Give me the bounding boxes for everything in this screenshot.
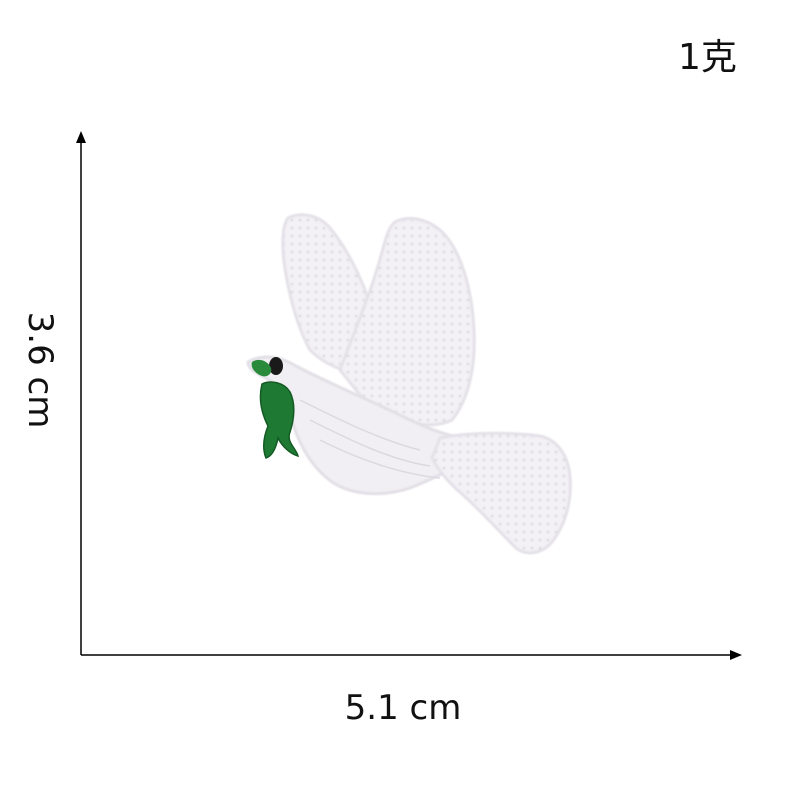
horizontal-axis-arrow <box>81 650 742 660</box>
dove-front-wing <box>338 217 476 427</box>
dove-body-stitching <box>299 399 441 479</box>
weight-label: 1克 <box>678 37 737 78</box>
dove-beak <box>269 357 283 375</box>
olive-branch <box>251 359 300 459</box>
dove-tail <box>430 431 572 555</box>
width-dimension-label: 5.1 cm <box>344 688 462 728</box>
vertical-axis-arrow <box>76 131 86 655</box>
